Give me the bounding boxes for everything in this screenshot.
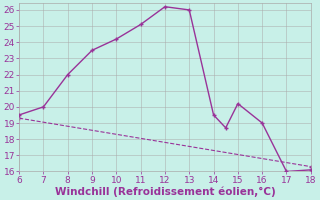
X-axis label: Windchill (Refroidissement éolien,°C): Windchill (Refroidissement éolien,°C)	[55, 186, 275, 197]
